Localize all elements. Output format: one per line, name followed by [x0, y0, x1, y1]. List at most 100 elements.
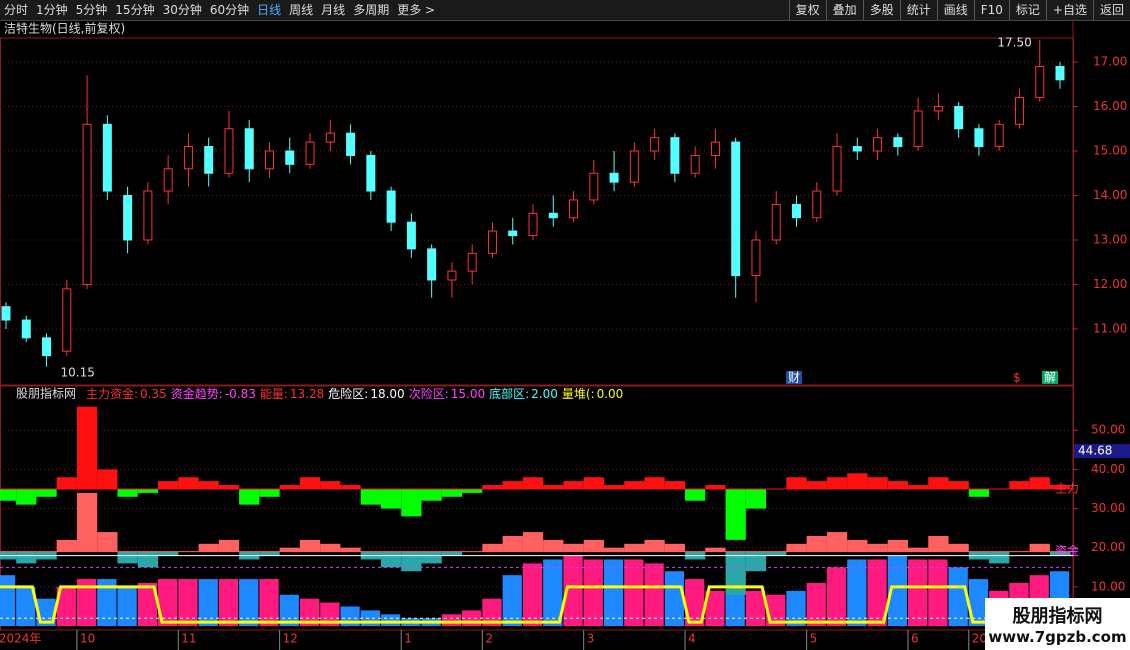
flow-area — [583, 477, 604, 489]
candle-body — [467, 252, 477, 272]
flow-area — [36, 488, 57, 497]
candle-body — [62, 288, 72, 352]
tool-button[interactable]: 画线 — [936, 0, 974, 20]
flow-area — [664, 481, 686, 489]
candle-body — [1055, 65, 1065, 81]
watermark-title: 股朋指标网 — [1012, 606, 1103, 627]
flow-area — [259, 488, 280, 497]
period-tab[interactable]: 15分钟 — [115, 3, 155, 17]
energy-bar — [198, 579, 218, 627]
flow-area — [218, 539, 240, 552]
flow-area — [239, 488, 260, 505]
flow-area — [887, 539, 908, 552]
candle-body — [812, 190, 822, 219]
candle-body — [427, 248, 437, 281]
flow-area — [826, 477, 848, 489]
period-tab[interactable]: 更多 > — [397, 3, 436, 17]
flow-area — [624, 481, 645, 489]
energy-bar — [725, 586, 745, 627]
period-tab[interactable]: 多周期 — [353, 3, 390, 17]
flow-area — [279, 485, 300, 489]
flow-area — [847, 473, 868, 489]
flow-area — [502, 535, 523, 552]
flow-area — [786, 543, 807, 552]
energy-bar — [786, 590, 806, 627]
energy-bar — [239, 579, 259, 627]
period-tab[interactable]: 日线 — [257, 3, 282, 17]
tool-button[interactable]: 标记 — [1008, 0, 1046, 20]
chart-title: 洁特生物(日线,前复权) — [4, 21, 125, 36]
period-tab[interactable]: 周线 — [289, 3, 314, 17]
candle-body — [143, 190, 153, 241]
period-tab[interactable]: 1分钟 — [36, 3, 68, 17]
tool-button[interactable]: +自选 — [1045, 0, 1093, 20]
flow-area — [56, 539, 77, 552]
x-tick-label: 10 — [80, 632, 95, 646]
flow-area — [1009, 481, 1030, 489]
period-tab[interactable]: 5分钟 — [75, 3, 108, 17]
flow-area — [441, 488, 463, 497]
x-tick-label: 12 — [283, 632, 298, 646]
flow-area — [320, 543, 341, 552]
flow-area — [847, 539, 868, 552]
x-tick-label: 11 — [181, 632, 196, 646]
flow-area — [685, 488, 706, 501]
candle-body — [1035, 65, 1045, 99]
energy-bar — [563, 555, 583, 627]
flow-area — [725, 551, 746, 595]
watermark: 股朋指标网 www.7gpzb.com — [985, 598, 1130, 650]
candle-body — [305, 141, 315, 165]
tool-button[interactable]: F10 — [973, 0, 1009, 20]
energy-bar — [543, 559, 563, 627]
x-tick-label: 1 — [404, 632, 412, 646]
candle-body — [42, 337, 52, 357]
flow-area — [299, 539, 321, 552]
candle-body — [913, 110, 923, 148]
flow-area — [563, 481, 584, 489]
period-tab[interactable]: 分时 — [4, 3, 29, 17]
y-tick-label: 15.00 — [1093, 143, 1127, 157]
tool-button[interactable]: 多股 — [862, 0, 900, 20]
flow-area — [603, 485, 625, 489]
energy-bar — [522, 563, 543, 627]
x-tick-label: 2 — [485, 632, 493, 646]
flow-area — [117, 488, 138, 497]
energy-bar — [158, 579, 178, 627]
candle-body — [893, 137, 903, 148]
flow-area — [421, 551, 442, 564]
y-tick-label: 50.00 — [1091, 423, 1125, 437]
tool-button[interactable]: 叠加 — [825, 0, 863, 20]
tool-button[interactable]: 统计 — [899, 0, 937, 20]
flow-area — [76, 406, 98, 489]
candle-body — [447, 270, 457, 281]
tool-button[interactable]: 返回 — [1092, 0, 1130, 20]
candle-body — [994, 123, 1004, 148]
flow-area — [16, 488, 37, 505]
period-tab[interactable]: 60分钟 — [209, 3, 250, 17]
candle-body — [366, 154, 376, 192]
candle-body — [204, 146, 214, 174]
flow-area — [1049, 551, 1071, 556]
energy-bar — [502, 575, 522, 627]
period-tab[interactable]: 月线 — [321, 3, 346, 17]
energy-bar — [968, 579, 989, 627]
event-marker: 解 — [1044, 371, 1056, 385]
legend-name: 主力资金: — [86, 386, 138, 401]
period-tab[interactable]: 30分钟 — [162, 3, 202, 17]
candle-body — [123, 194, 133, 241]
energy-bar — [847, 559, 867, 627]
flow-area — [826, 532, 848, 552]
flow-area — [218, 485, 240, 489]
candle-body — [244, 128, 254, 170]
candle-body — [102, 123, 112, 192]
candle-body — [873, 137, 883, 152]
candle-body — [609, 172, 619, 183]
energy-bar — [97, 579, 117, 627]
y-tick-label: 17.00 — [1093, 55, 1127, 69]
candle-body — [629, 150, 639, 183]
y-tick-label: 12.00 — [1093, 277, 1127, 291]
energy-bar — [137, 582, 158, 627]
energy-bar — [380, 614, 401, 627]
tool-button[interactable]: 复权 — [788, 0, 826, 20]
